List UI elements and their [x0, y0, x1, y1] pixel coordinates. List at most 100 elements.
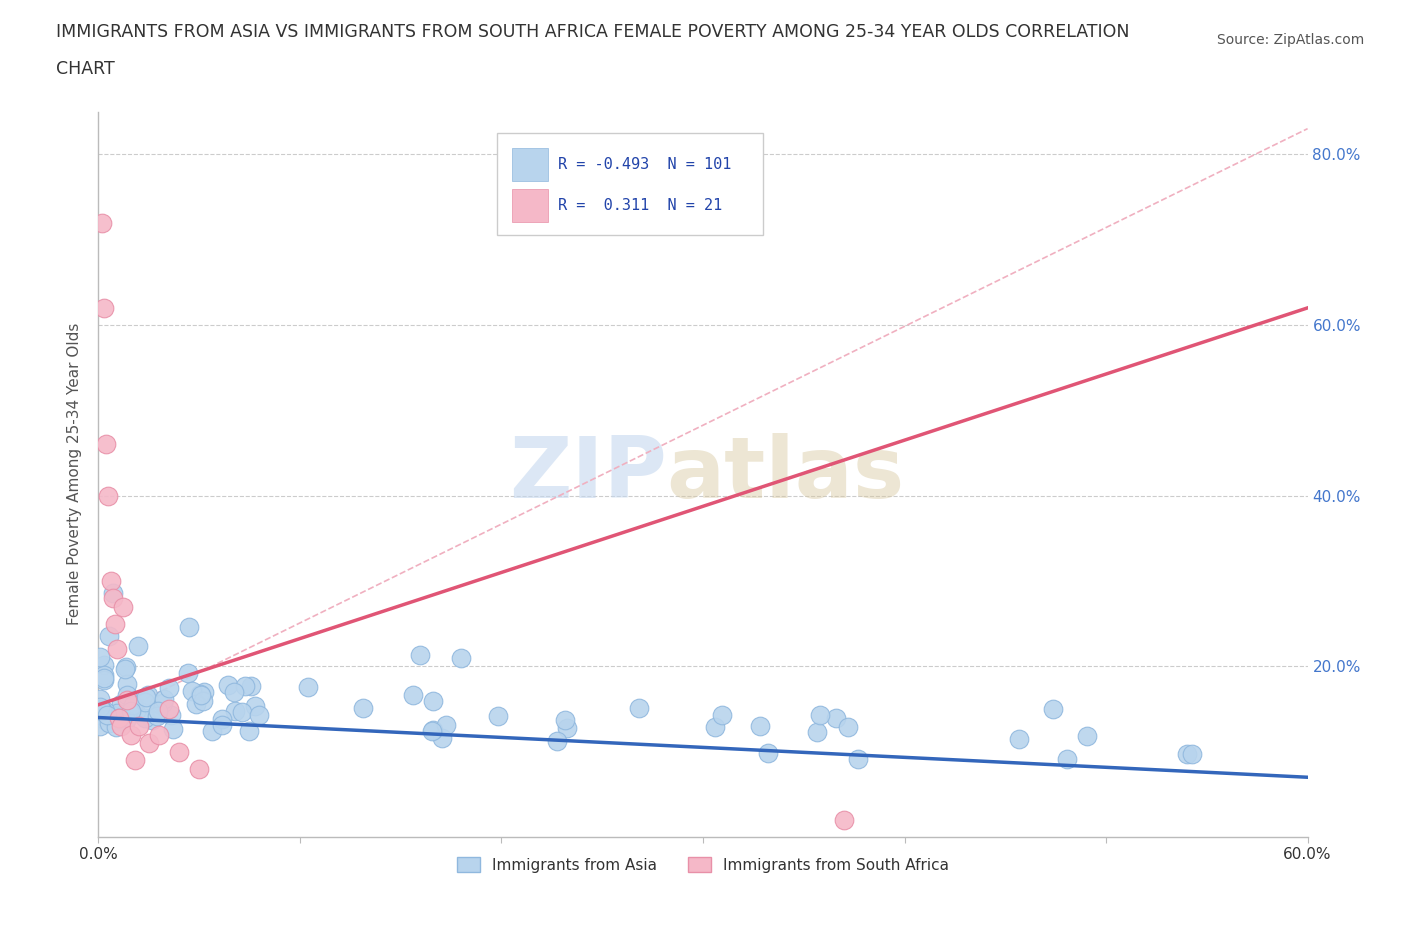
Point	[127, 639, 149, 654]
Point	[96, 437, 118, 452]
Point	[201, 724, 224, 738]
Point	[138, 687, 160, 702]
Point	[90, 704, 112, 719]
Point	[430, 730, 453, 745]
Point	[93, 713, 115, 728]
Point	[89, 692, 111, 707]
Point	[224, 703, 246, 718]
Legend: Immigrants from Asia, Immigrants from South Africa: Immigrants from Asia, Immigrants from So…	[450, 849, 956, 880]
Point	[122, 698, 145, 712]
Point	[420, 724, 443, 739]
Point	[157, 681, 180, 696]
Point	[211, 718, 233, 733]
Point	[211, 711, 233, 726]
Point	[101, 586, 124, 601]
Point	[1008, 732, 1031, 747]
Point	[422, 723, 444, 737]
Point	[89, 650, 111, 665]
Point	[91, 215, 114, 230]
Point	[104, 719, 127, 734]
Text: ZIP: ZIP	[509, 432, 666, 516]
Point	[181, 684, 204, 698]
Point	[103, 617, 125, 631]
Point	[806, 724, 828, 739]
Point	[128, 719, 150, 734]
Point	[97, 707, 120, 722]
Point	[115, 688, 138, 703]
Text: CHART: CHART	[56, 60, 115, 78]
Point	[152, 696, 174, 711]
Point	[557, 721, 579, 736]
Point	[97, 488, 120, 503]
Point	[486, 708, 509, 723]
Point	[824, 711, 846, 725]
Point	[191, 694, 214, 709]
Point	[101, 591, 124, 605]
Point	[188, 762, 211, 777]
FancyBboxPatch shape	[512, 189, 548, 222]
Point	[114, 712, 136, 727]
Point	[402, 687, 425, 702]
Point	[89, 718, 111, 733]
Text: Source: ZipAtlas.com: Source: ZipAtlas.com	[1216, 33, 1364, 46]
Point	[120, 727, 142, 742]
Point	[167, 744, 190, 759]
Point	[710, 708, 733, 723]
Point	[193, 684, 215, 699]
Point	[110, 719, 132, 734]
Point	[297, 680, 319, 695]
Y-axis label: Female Poverty Among 25-34 Year Olds: Female Poverty Among 25-34 Year Olds	[67, 323, 83, 626]
Point	[100, 574, 122, 589]
Point	[703, 720, 725, 735]
Point	[89, 701, 111, 716]
Point	[91, 702, 114, 717]
Point	[546, 734, 568, 749]
Point	[107, 711, 129, 725]
Point	[832, 813, 855, 828]
Point	[808, 708, 831, 723]
Point	[110, 714, 132, 729]
Point	[1042, 701, 1064, 716]
Point	[148, 727, 170, 742]
Point	[115, 693, 138, 708]
Point	[98, 716, 121, 731]
Point	[450, 650, 472, 665]
Point	[1175, 747, 1198, 762]
Point	[153, 692, 176, 707]
Text: atlas: atlas	[666, 432, 905, 516]
Point	[162, 722, 184, 737]
Point	[96, 708, 118, 723]
Point	[114, 661, 136, 676]
Point	[231, 705, 253, 720]
Point	[148, 703, 170, 718]
Point	[105, 642, 128, 657]
Text: R =  0.311  N = 21: R = 0.311 N = 21	[558, 198, 723, 213]
FancyBboxPatch shape	[512, 148, 548, 180]
Point	[157, 701, 180, 716]
Point	[247, 708, 270, 723]
Point	[120, 703, 142, 718]
Point	[101, 708, 124, 723]
Point	[148, 697, 170, 711]
Point	[238, 724, 260, 738]
Point	[115, 659, 138, 674]
Text: R = -0.493  N = 101: R = -0.493 N = 101	[558, 157, 731, 172]
Point	[756, 746, 779, 761]
Point	[160, 708, 183, 723]
Point	[111, 599, 134, 614]
Point	[190, 688, 212, 703]
Point	[97, 629, 120, 644]
Point	[846, 751, 869, 766]
Point	[108, 711, 131, 725]
Point	[134, 695, 156, 710]
FancyBboxPatch shape	[498, 133, 763, 235]
Point	[93, 671, 115, 685]
Point	[94, 709, 117, 724]
Point	[89, 699, 111, 714]
Point	[1181, 747, 1204, 762]
Point	[93, 668, 115, 683]
Point	[177, 666, 200, 681]
Point	[135, 689, 157, 704]
Point	[408, 648, 430, 663]
Point	[94, 703, 117, 718]
